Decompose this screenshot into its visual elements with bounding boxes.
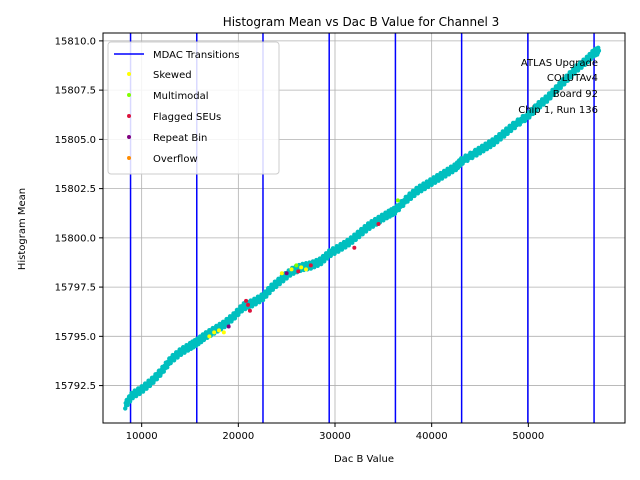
series-point [212, 330, 217, 335]
legend: MDAC Transitions Skewed Multimodal Flagged… [107, 41, 280, 175]
data-point [400, 203, 406, 209]
legend-label: Skewed [153, 70, 192, 81]
chart-title: Histogram Mean vs Dac B Value for Channe… [223, 15, 500, 29]
legend-series: Skewed Multimodal Flagged SEUs Repeat Bin Ov… [127, 70, 221, 165]
y-tick-label: 15800.0 [55, 233, 96, 244]
series-point [221, 330, 226, 335]
x-tick-label: 40000 [416, 431, 448, 442]
series-point [376, 222, 381, 227]
legend-marker [127, 72, 131, 76]
legend-label: Repeat Bin [153, 133, 207, 144]
legend-label: Multimodal [153, 91, 209, 102]
y-axis-title: Histogram Mean [17, 188, 28, 270]
x-tick-label: 30000 [319, 431, 351, 442]
series-point [308, 263, 313, 268]
legend-label: Overflow [153, 154, 198, 165]
series-point [246, 302, 250, 307]
y-tick-label: 15797.5 [55, 283, 96, 294]
series-point [247, 308, 252, 313]
y-tick-label: 15795.0 [55, 332, 96, 343]
annotation-line-1: ATLAS Upgrade [521, 58, 598, 69]
data-point [596, 48, 602, 53]
series-point [244, 298, 249, 303]
legend-label: Flagged SEUs [153, 112, 221, 123]
series-point [226, 324, 231, 329]
plot-frame [102, 32, 626, 424]
x-axis-title: Dac B Value [334, 454, 394, 465]
y-tick-label: 15805.0 [55, 135, 96, 146]
data-point [396, 207, 402, 213]
series-point [294, 263, 299, 268]
series-point [352, 245, 357, 250]
x-tick-label: 10000 [126, 431, 158, 442]
series-point [284, 271, 289, 276]
x-tick-label: 50000 [512, 431, 544, 442]
legend-label-mdac: MDAC Transitions [153, 50, 240, 61]
annotation-line-3: Board 92 [553, 89, 598, 100]
y-tick-label: 15810.0 [55, 36, 96, 47]
legend-marker [127, 93, 131, 97]
legend-marker [127, 156, 131, 160]
x-axis: 10000 20000 30000 40000 50000 [126, 423, 544, 442]
series-point [304, 267, 308, 272]
legend-box [107, 41, 280, 175]
x-tick-label: 20000 [222, 431, 254, 442]
series-point [279, 271, 284, 276]
y-axis: 15792.5 15795.0 15797.5 15800.0 15802.5 15805… [55, 36, 103, 392]
series-point [207, 334, 212, 339]
legend-marker [127, 135, 131, 139]
y-tick-label: 15792.5 [55, 381, 96, 392]
y-tick-label: 15802.5 [55, 184, 96, 195]
series-point [217, 328, 221, 333]
y-tick-label: 15807.5 [55, 86, 96, 97]
series-point [395, 198, 400, 203]
special-series [207, 198, 400, 339]
series-point [299, 265, 304, 270]
annotation-line-2: COLUTAv4 [547, 73, 598, 84]
series-point [296, 269, 301, 274]
main-series [123, 45, 602, 411]
annotation-line-4: Chip 1, Run 136 [518, 105, 598, 116]
series-point [289, 267, 294, 272]
annotation-block: ATLAS Upgrade COLUTAv4 Board 92 Chip 1, … [518, 58, 598, 116]
legend-marker [127, 114, 131, 118]
